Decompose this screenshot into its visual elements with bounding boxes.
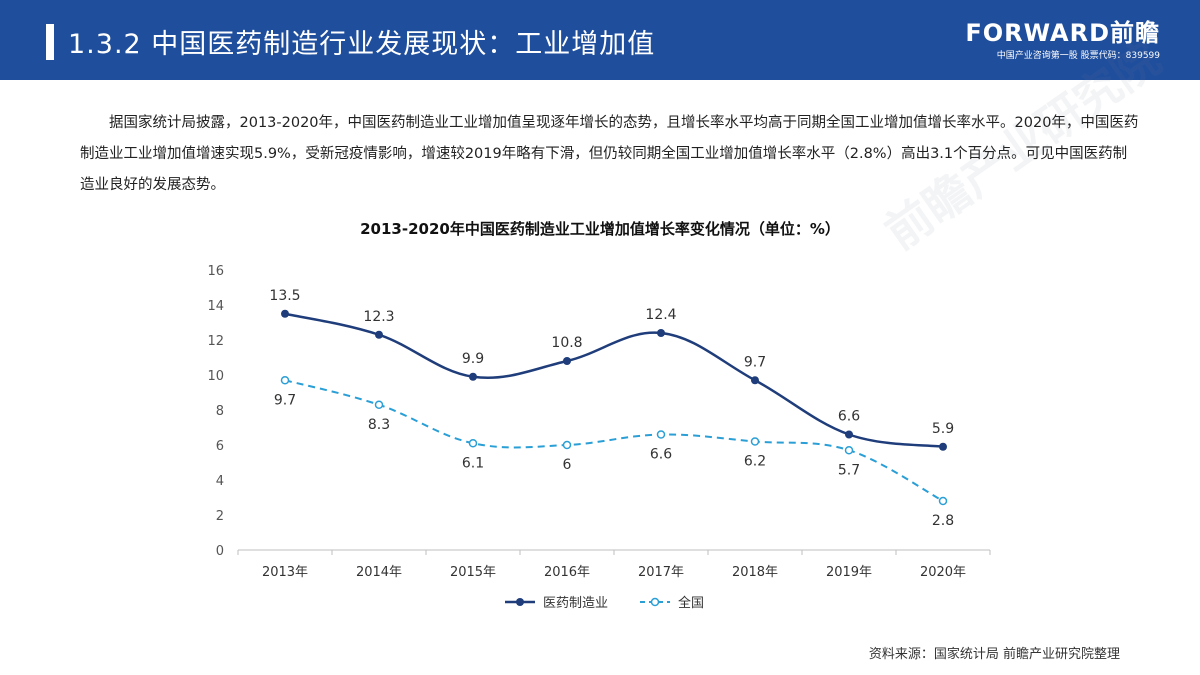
data-point <box>751 376 759 385</box>
x-tick-label: 2015年 <box>450 565 496 580</box>
data-point <box>657 329 665 337</box>
line-chart: 0 2 4 6 8 10 12 14 16 2013年 2014年 2015年 2016年 2017年 20… <box>207 264 991 611</box>
data-point <box>374 400 384 409</box>
header-accent-bar <box>46 24 54 60</box>
x-tick-label: 2017年 <box>638 565 684 580</box>
y-tick-label: 12 <box>207 334 224 349</box>
intro-text: 据国家统计局披露，2013-2020年，中国医药制造业工业增加值呈现逐年增长的态… <box>80 108 1140 201</box>
x-tick-label: 2014年 <box>356 565 402 580</box>
source-note: 资料来源：国家统计局 前瞻产业研究院整理 <box>868 647 1120 662</box>
brand-logo: FORWARD前瞻 中国产业咨询第一股 股票代码：839599 <box>965 20 1160 61</box>
data-label: 9.7 <box>274 392 296 408</box>
legend-label: 医药制造业 <box>543 596 608 611</box>
data-point <box>844 446 854 455</box>
legend-item-national: 全国 <box>640 595 704 611</box>
data-point <box>939 442 947 451</box>
data-label: 9.7 <box>744 354 766 370</box>
intro-paragraph: 据国家统计局披露，2013-2020年，中国医药制造业工业增加值呈现逐年增长的态… <box>80 115 1139 193</box>
data-point <box>469 372 477 381</box>
data-label: 6.6 <box>650 447 672 463</box>
data-label: 2.8 <box>932 513 954 529</box>
data-label: 9.9 <box>462 351 484 367</box>
legend-marker <box>516 598 524 606</box>
data-point <box>281 309 289 318</box>
data-label: 12.3 <box>363 309 394 325</box>
data-point <box>562 440 572 450</box>
data-point <box>845 430 853 439</box>
data-label: 12.4 <box>645 307 676 323</box>
x-tick-label: 2018年 <box>732 565 778 580</box>
data-point <box>468 439 478 448</box>
data-label: 8.3 <box>368 417 390 433</box>
data-point <box>938 496 948 506</box>
legend-marker <box>650 597 660 607</box>
series-line-national <box>284 379 944 502</box>
data-point <box>656 430 666 439</box>
y-tick-label: 16 <box>207 264 224 279</box>
x-tick-label: 2013年 <box>262 565 308 580</box>
x-tick-label: 2019年 <box>826 565 872 580</box>
data-label: 5.7 <box>838 462 860 478</box>
y-tick-label: 10 <box>207 369 224 384</box>
data-label: 6.6 <box>838 409 860 425</box>
page-title: 1.3.2 中国医药制造行业发展现状：工业增加值 <box>68 29 656 60</box>
y-tick-label: 8 <box>216 404 224 419</box>
data-label: 6 <box>563 457 572 473</box>
brand-tagline: 中国产业咨询第一股 股票代码：839599 <box>996 51 1160 61</box>
y-tick-label: 6 <box>216 439 224 454</box>
x-tick-label: 2016年 <box>544 565 590 580</box>
y-tick-label: 4 <box>216 474 224 489</box>
data-label: 6.1 <box>462 455 484 471</box>
data-point <box>750 437 760 446</box>
header-banner: 1.3.2 中国医药制造行业发展现状：工业增加值 FORWARD前瞻 中国产业咨… <box>0 0 1200 80</box>
data-label: 10.8 <box>551 335 582 351</box>
legend-label: 全国 <box>678 595 704 611</box>
data-point <box>563 357 571 365</box>
x-tick-label: 2020年 <box>920 565 966 580</box>
data-label: 13.5 <box>269 288 300 304</box>
legend-item-pharma: 医药制造业 <box>505 596 608 611</box>
data-label: 5.9 <box>932 421 954 437</box>
data-point <box>280 376 290 385</box>
chart-title: 2013-2020年中国医药制造业工业增加值增长率变化情况（单位：%） <box>360 220 840 238</box>
y-tick-label: 2 <box>216 509 224 524</box>
y-tick-label: 14 <box>207 299 224 314</box>
brand-name: FORWARD前瞻 <box>965 19 1160 47</box>
data-point <box>375 330 383 339</box>
y-tick-label: 0 <box>216 544 224 559</box>
series-line-pharma <box>284 312 944 448</box>
data-label: 6.2 <box>744 454 766 470</box>
